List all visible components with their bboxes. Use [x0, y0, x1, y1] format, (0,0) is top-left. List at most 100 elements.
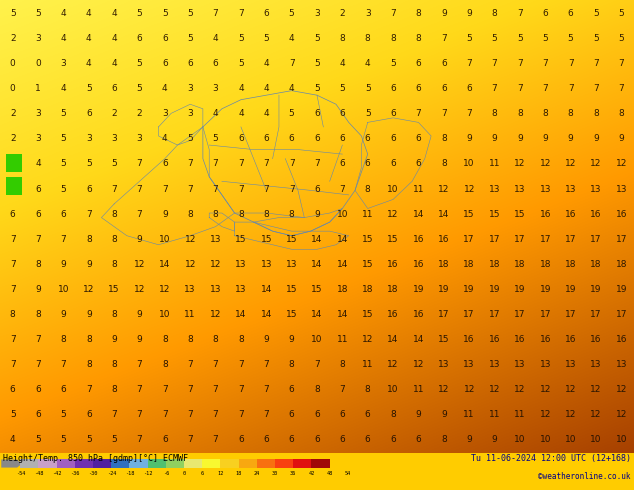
Bar [221, 459, 238, 468]
Text: 16: 16 [413, 310, 424, 319]
Text: 8: 8 [10, 310, 16, 319]
Text: 9: 9 [593, 134, 599, 144]
Bar [275, 459, 294, 468]
Text: -24: -24 [107, 471, 116, 476]
Text: 19: 19 [489, 285, 500, 294]
Text: 11: 11 [362, 360, 373, 369]
Bar [166, 459, 184, 468]
Text: 8: 8 [212, 335, 219, 344]
Text: 4: 4 [213, 34, 218, 43]
Text: 8: 8 [415, 9, 422, 18]
Text: 19: 19 [565, 285, 576, 294]
Text: 18: 18 [362, 285, 373, 294]
Text: 9: 9 [111, 335, 117, 344]
Text: 12: 12 [463, 185, 475, 194]
Bar [6, 177, 22, 195]
Text: 15: 15 [235, 235, 247, 244]
Text: 6: 6 [60, 385, 67, 394]
Text: 6: 6 [441, 59, 447, 68]
Text: 6: 6 [212, 59, 219, 68]
Text: 5: 5 [466, 34, 472, 43]
Text: 7: 7 [517, 84, 523, 93]
Text: 8: 8 [187, 335, 193, 344]
Text: 6: 6 [10, 385, 16, 394]
Text: 6: 6 [567, 9, 574, 18]
Text: 18: 18 [590, 260, 602, 269]
Text: 17: 17 [489, 235, 500, 244]
Text: 13: 13 [235, 260, 247, 269]
Text: 7: 7 [238, 385, 244, 394]
Text: 5: 5 [187, 134, 193, 144]
Text: 17: 17 [616, 235, 627, 244]
Text: 7: 7 [212, 360, 219, 369]
Text: 9: 9 [415, 410, 422, 419]
Text: 3: 3 [187, 109, 193, 119]
Text: 9: 9 [162, 210, 168, 219]
Text: 8: 8 [288, 360, 295, 369]
Text: 9: 9 [441, 9, 447, 18]
Text: ©weatheronline.co.uk: ©weatheronline.co.uk [538, 472, 631, 481]
Text: 7: 7 [187, 360, 193, 369]
Text: -48: -48 [34, 471, 43, 476]
Text: 4: 4 [289, 34, 294, 43]
Text: 14: 14 [261, 285, 272, 294]
Text: 8: 8 [111, 235, 117, 244]
Text: 4: 4 [86, 59, 91, 68]
Text: 9: 9 [86, 260, 92, 269]
Text: 14: 14 [438, 210, 450, 219]
Text: 9: 9 [60, 310, 67, 319]
Text: 0: 0 [10, 59, 16, 68]
Text: 7: 7 [314, 360, 320, 369]
Text: 6: 6 [35, 385, 41, 394]
Text: 12: 12 [387, 210, 399, 219]
Text: 15: 15 [261, 235, 272, 244]
Text: 5: 5 [238, 34, 244, 43]
Text: 10: 10 [616, 435, 627, 444]
Text: 13: 13 [184, 285, 196, 294]
Text: 15: 15 [362, 310, 373, 319]
Text: 5: 5 [60, 410, 67, 419]
Text: 14: 14 [337, 235, 348, 244]
Text: 6: 6 [60, 210, 67, 219]
Text: 2: 2 [340, 9, 345, 18]
Text: 2: 2 [10, 34, 15, 43]
Text: 9: 9 [314, 210, 320, 219]
Text: 7: 7 [491, 59, 498, 68]
Text: 15: 15 [438, 335, 450, 344]
Text: 15: 15 [286, 285, 297, 294]
Text: 3: 3 [162, 109, 168, 119]
Text: 12: 12 [514, 159, 526, 169]
Text: 16: 16 [590, 210, 602, 219]
Text: 7: 7 [339, 185, 346, 194]
Text: 5: 5 [390, 59, 396, 68]
Text: 4: 4 [238, 84, 243, 93]
Bar [75, 459, 93, 468]
Text: 16: 16 [590, 335, 602, 344]
Text: 11: 11 [463, 410, 475, 419]
Text: 16: 16 [463, 335, 475, 344]
Text: 7: 7 [187, 410, 193, 419]
Text: 14: 14 [337, 310, 348, 319]
Text: 7: 7 [212, 385, 219, 394]
Text: 7: 7 [238, 185, 244, 194]
FancyArrow shape [1, 460, 22, 467]
Text: 5: 5 [593, 34, 599, 43]
Text: 7: 7 [111, 185, 117, 194]
Text: 6: 6 [390, 435, 396, 444]
Text: 7: 7 [466, 59, 472, 68]
Text: 5: 5 [136, 84, 143, 93]
Text: 9: 9 [542, 134, 548, 144]
Text: 7: 7 [10, 360, 16, 369]
Text: 5: 5 [86, 84, 92, 93]
Text: 7: 7 [10, 285, 16, 294]
Text: 8: 8 [187, 210, 193, 219]
Text: 18: 18 [337, 285, 348, 294]
Text: 4: 4 [238, 109, 243, 119]
Text: 3: 3 [187, 84, 193, 93]
Text: 5: 5 [491, 34, 498, 43]
Text: 15: 15 [387, 235, 399, 244]
Bar [148, 459, 166, 468]
Text: 8: 8 [517, 109, 523, 119]
Text: 6: 6 [238, 134, 244, 144]
Text: 9: 9 [35, 285, 41, 294]
